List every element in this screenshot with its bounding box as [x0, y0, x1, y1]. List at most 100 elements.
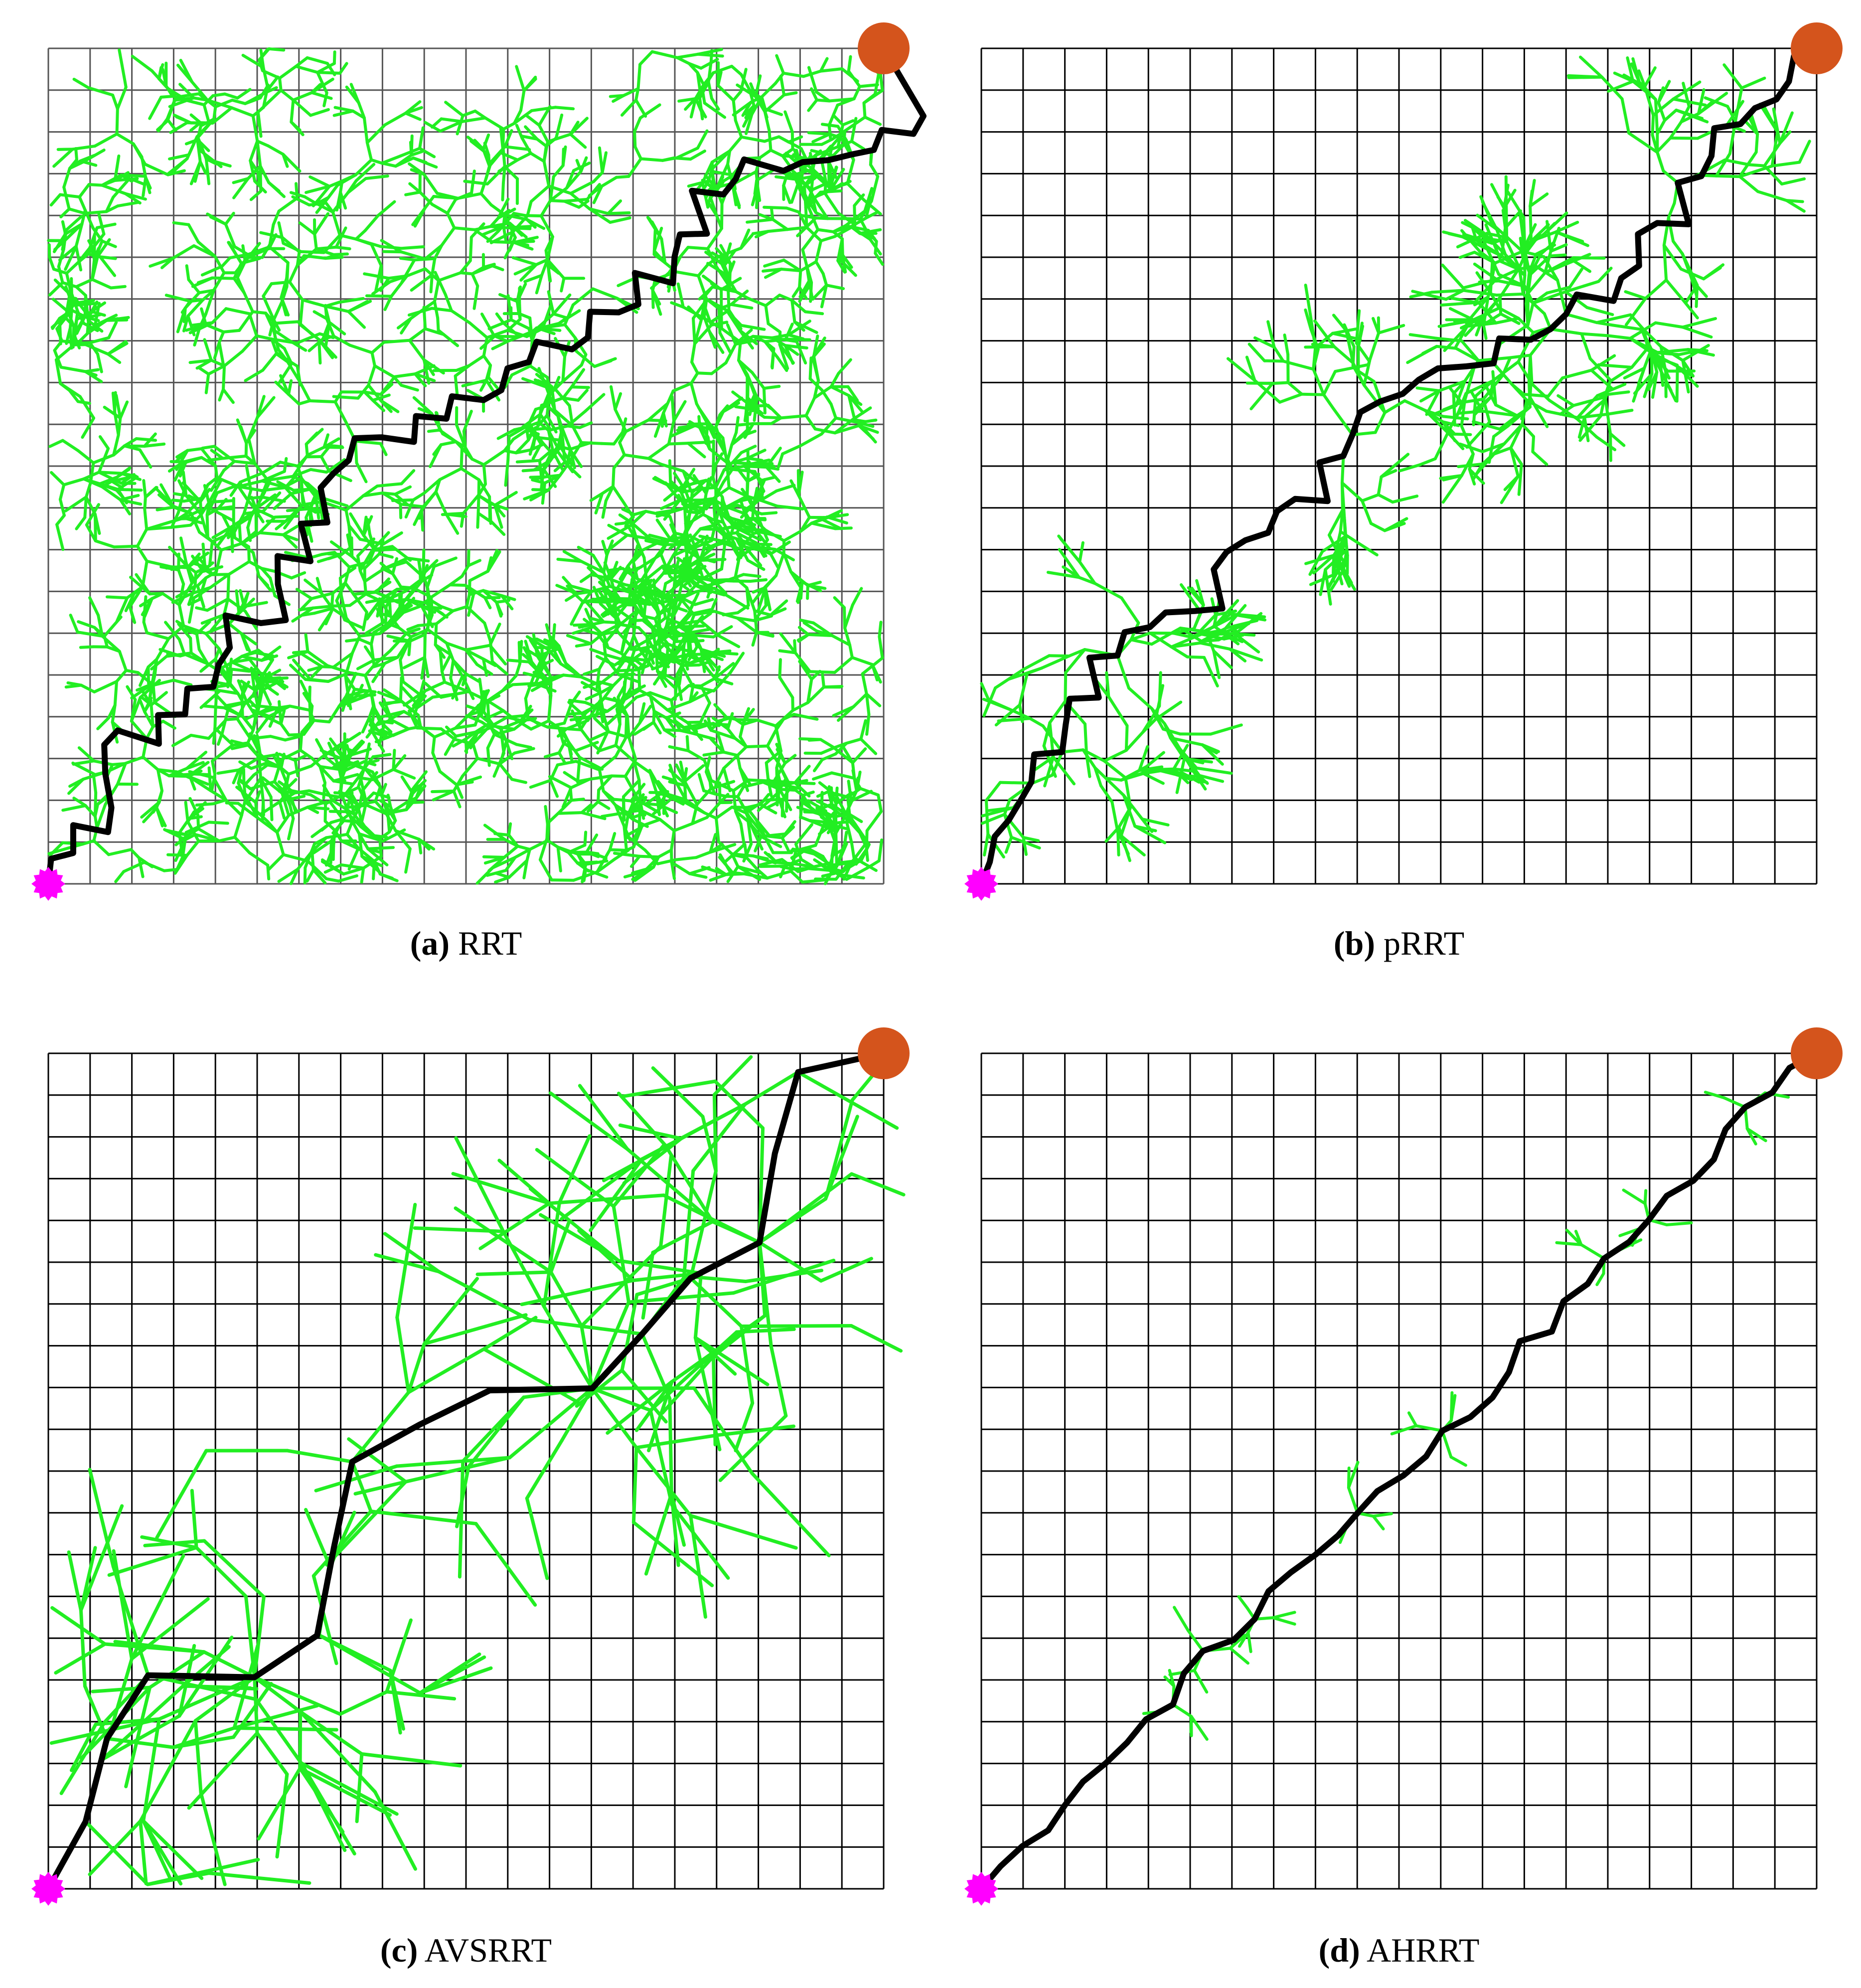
tree-edge — [408, 338, 426, 361]
tree-edge — [1478, 279, 1501, 284]
tree-edge — [399, 250, 427, 261]
tree-edge — [211, 92, 226, 98]
tree-edge — [793, 765, 811, 785]
tree-edge — [142, 755, 159, 771]
tree-edge — [462, 493, 481, 515]
tree-edge — [563, 199, 581, 209]
tree-edge — [376, 200, 396, 217]
tree-edge — [454, 713, 470, 730]
tree-edge — [662, 389, 675, 415]
tree-edge — [639, 809, 662, 821]
tree-edge — [752, 854, 769, 860]
tree-edge — [742, 708, 755, 724]
tree-edge — [589, 633, 604, 646]
tree-edge — [288, 263, 299, 284]
tree-edge — [240, 649, 260, 658]
tree-edge — [738, 496, 759, 503]
tree-edge — [829, 843, 838, 865]
panel — [31, 22, 927, 901]
tree-edge — [778, 658, 782, 679]
tree-edge — [833, 829, 838, 847]
tree-edge — [701, 161, 714, 184]
tree-edge — [419, 567, 422, 582]
tree-edge — [697, 406, 711, 426]
tree-edge — [778, 649, 797, 655]
tree-edge — [715, 866, 728, 876]
tree-edge — [145, 725, 155, 740]
tree-edge — [1201, 743, 1224, 766]
tree-edge — [479, 192, 493, 206]
tree-edge — [852, 856, 878, 872]
tree-edge — [379, 277, 390, 292]
tree-edge — [638, 800, 645, 820]
tree-edge — [244, 773, 256, 786]
tree-edge — [171, 498, 186, 503]
tree-edge — [404, 190, 422, 196]
tree-edge — [710, 361, 728, 375]
tree-edge — [524, 640, 533, 663]
tree-edge — [210, 449, 224, 460]
tree-edge — [506, 226, 532, 230]
tree-edge — [804, 206, 808, 229]
tree-edge — [78, 195, 87, 212]
tree-edge — [694, 850, 712, 859]
tree-edge — [647, 442, 670, 460]
tree-edge — [612, 431, 624, 446]
tree-edge — [622, 795, 626, 822]
tree-edge — [1780, 177, 1806, 186]
tree-edge — [614, 744, 636, 763]
tree-edge — [1644, 278, 1668, 300]
tree-edge — [130, 719, 149, 740]
tree-edge — [465, 672, 480, 683]
tree-edge — [1785, 199, 1806, 213]
tree-edge — [243, 291, 254, 314]
tree-edge — [451, 605, 468, 613]
tree-edge — [837, 358, 852, 375]
tree-edge — [740, 135, 767, 143]
tree-edge — [626, 649, 636, 673]
tree-edge — [58, 245, 78, 262]
tree-edge — [83, 210, 108, 215]
tree-edge — [843, 115, 867, 133]
tree-edge — [1624, 297, 1647, 327]
tree-edge — [325, 317, 335, 338]
tree-edge — [570, 589, 585, 604]
tree-edge — [142, 595, 148, 624]
tree-edge — [427, 428, 442, 433]
tree-edge — [422, 300, 436, 311]
tree-edge — [268, 245, 290, 264]
tree-edge — [724, 510, 735, 529]
tree-edge — [647, 572, 665, 591]
tree-edge — [268, 223, 275, 249]
tree-edge — [259, 777, 265, 803]
tree-edge — [426, 611, 431, 631]
tree-edge — [560, 727, 570, 743]
tree-edge — [380, 154, 402, 165]
tree-edge — [664, 570, 689, 585]
tree-edge — [547, 812, 560, 824]
tree-edge — [454, 191, 473, 201]
tree-edge — [671, 596, 679, 619]
tree-edge — [529, 779, 552, 789]
tree-edge — [1630, 345, 1650, 369]
tree-edge — [1681, 326, 1713, 339]
tree-edge — [601, 499, 608, 519]
tree-edge — [789, 570, 802, 589]
tree-edge — [722, 468, 734, 484]
tree-edge — [358, 791, 375, 809]
tree-edge — [390, 274, 409, 298]
tree-edge — [142, 175, 148, 197]
tree-edge — [212, 726, 217, 745]
tree-edge — [544, 474, 562, 479]
tree-edge — [67, 207, 87, 215]
tree-edge — [433, 556, 458, 568]
tree-edge — [111, 177, 131, 199]
tree-edge — [581, 702, 601, 715]
tree-edge — [1078, 560, 1096, 585]
tree-edge — [1665, 278, 1686, 303]
tree-edge — [360, 866, 365, 884]
tree-edge — [680, 479, 708, 489]
tree-edge — [633, 130, 637, 149]
tree-edge — [631, 647, 650, 662]
tree-edge — [132, 142, 144, 159]
